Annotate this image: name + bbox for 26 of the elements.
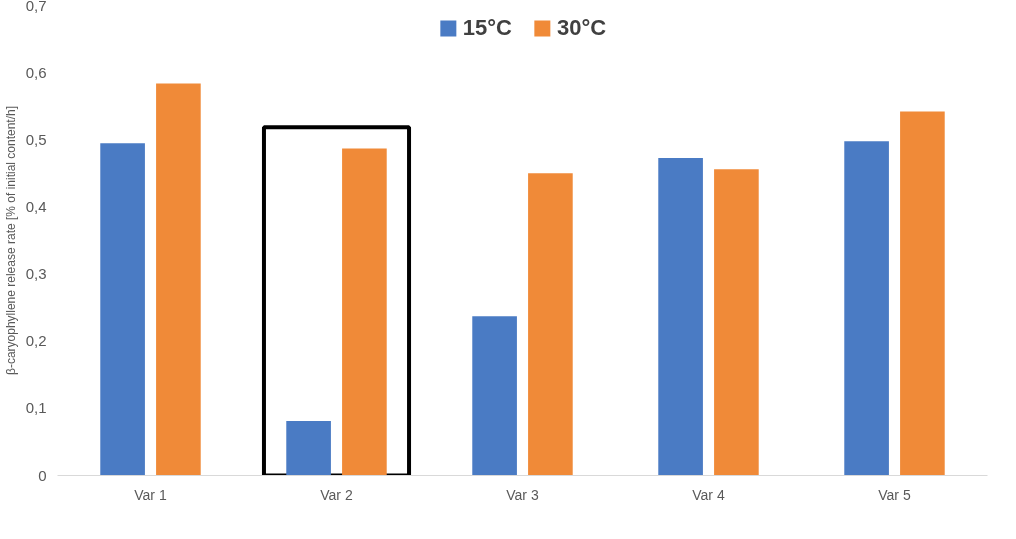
bar bbox=[658, 157, 703, 476]
y-tick-label: 0,5 bbox=[25, 130, 47, 148]
bar bbox=[156, 83, 201, 476]
y-tick-label: 0 bbox=[38, 466, 47, 484]
bar bbox=[286, 421, 331, 476]
x-tick-label: Var 2 bbox=[320, 486, 353, 503]
y-tick-label: 0,3 bbox=[25, 265, 47, 283]
bar bbox=[844, 141, 889, 476]
legend-label: 30°C bbox=[557, 15, 607, 41]
bar bbox=[528, 173, 573, 476]
legend-label: 15°C bbox=[462, 15, 512, 41]
bar bbox=[100, 143, 145, 476]
y-tick-label: 0,4 bbox=[25, 197, 47, 215]
bar bbox=[472, 316, 517, 476]
y-tick-label: 0,1 bbox=[25, 399, 47, 417]
bar bbox=[342, 148, 387, 476]
y-axis-title: β-caryophyllene release rate [% of initial content/h] bbox=[3, 105, 18, 376]
y-tick-label: 0,7 bbox=[25, 0, 47, 14]
bar bbox=[900, 111, 945, 476]
x-tick-label: Var 3 bbox=[506, 486, 539, 503]
bar bbox=[714, 169, 759, 476]
y-tick-label: 0,2 bbox=[25, 332, 47, 350]
x-tick-label: Var 1 bbox=[134, 486, 167, 503]
x-tick-label: Var 5 bbox=[878, 486, 911, 503]
y-tick-label: 0,6 bbox=[25, 63, 47, 81]
x-tick-label: Var 4 bbox=[692, 486, 725, 503]
